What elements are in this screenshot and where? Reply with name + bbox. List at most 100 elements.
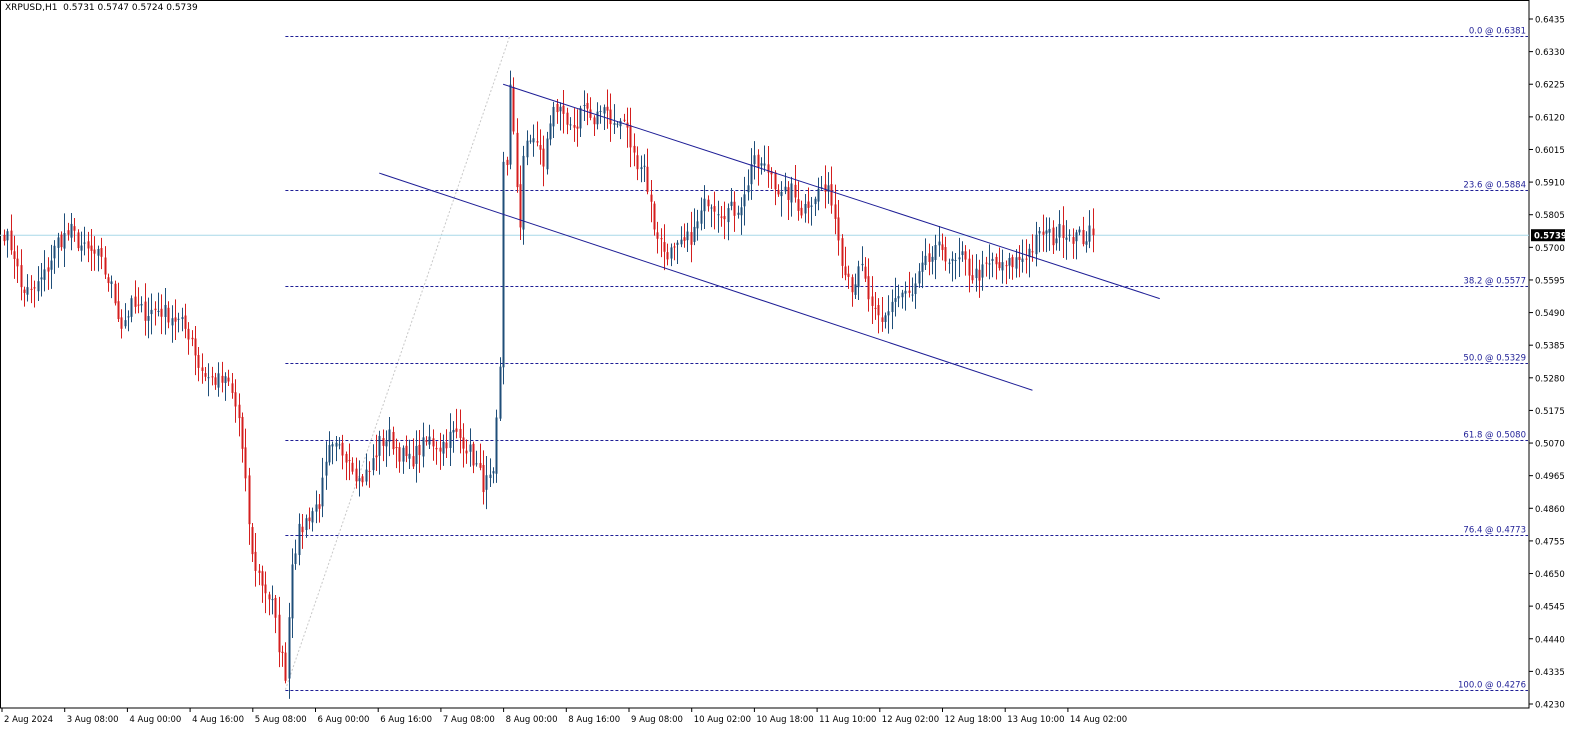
candle: [164, 287, 167, 335]
candle-body: [737, 212, 740, 215]
price-tick-label: 0.5805: [1535, 211, 1565, 221]
candle: [539, 129, 542, 165]
candle: [609, 93, 612, 142]
candle: [482, 450, 485, 505]
candle-body: [988, 263, 991, 265]
candle-body: [770, 171, 773, 175]
time-tick-label: 5 Aug 08:00: [255, 715, 307, 725]
candle: [663, 224, 666, 271]
candle: [187, 322, 190, 355]
candle-body: [1008, 257, 1011, 266]
candle: [271, 585, 274, 615]
candle: [723, 201, 726, 240]
candle: [696, 209, 699, 241]
candle-body: [100, 248, 103, 257]
candle: [546, 131, 549, 175]
candle: [841, 234, 844, 279]
price-tick-label: 0.5700: [1535, 244, 1565, 254]
candle: [991, 252, 994, 278]
candle: [43, 250, 46, 292]
candle-body: [1048, 228, 1051, 233]
channel-lower-line: [379, 172, 1033, 391]
candle: [670, 243, 673, 267]
candle: [70, 212, 73, 251]
candle-body: [331, 444, 334, 447]
candle: [432, 429, 435, 461]
candle: [207, 363, 210, 397]
candle: [385, 430, 388, 467]
candle: [53, 240, 56, 274]
candle: [760, 157, 763, 175]
time-axis[interactable]: 2 Aug 2024 3 Aug 08:00 4 Aug 00:00 4 Aug 16…: [1, 708, 1127, 725]
candle: [767, 145, 770, 188]
candle: [395, 438, 398, 469]
price-badge-box: [1531, 229, 1565, 242]
candle: [492, 467, 495, 484]
candle-body: [619, 120, 622, 127]
candle-body: [482, 465, 485, 493]
candle: [690, 211, 693, 263]
candle-body: [573, 125, 576, 128]
candle-body: [402, 447, 405, 462]
candle: [308, 507, 311, 530]
candle-body: [526, 140, 529, 158]
candle: [80, 231, 83, 262]
candle: [854, 273, 857, 299]
candle: [26, 274, 29, 302]
candle: [526, 130, 529, 166]
candle: [780, 181, 783, 217]
price-badge-text: 0.5739: [1534, 232, 1567, 242]
candle-body: [841, 238, 844, 266]
candle-body: [690, 232, 693, 245]
candle-body: [174, 317, 177, 322]
candle: [318, 493, 321, 523]
candle: [629, 107, 632, 168]
candle-body: [871, 296, 874, 306]
candle-body: [254, 551, 257, 571]
candle: [489, 458, 492, 487]
candle-body: [720, 216, 723, 218]
candle-body: [47, 267, 50, 272]
candle-body: [439, 447, 442, 452]
candle-body: [251, 527, 254, 555]
candle-body: [881, 317, 884, 322]
time-tick-label: 11 Aug 10:00: [819, 715, 876, 725]
candle: [402, 445, 405, 474]
candle: [331, 441, 334, 465]
candle-body: [107, 277, 110, 284]
candle: [619, 118, 622, 140]
candle: [1082, 216, 1085, 247]
candle-body: [1018, 256, 1021, 260]
candle-body: [1062, 225, 1065, 238]
candle-body: [707, 199, 710, 207]
candle-body: [469, 444, 472, 452]
candle: [891, 289, 894, 330]
candle: [130, 295, 133, 323]
candle-body: [603, 107, 606, 114]
candle: [181, 307, 184, 332]
candle-body: [97, 248, 100, 256]
candle: [753, 141, 756, 180]
ohlc-values: 0.5731 0.5747 0.5724 0.5739: [63, 3, 198, 13]
candle-body: [53, 245, 56, 259]
candle-body: [519, 184, 522, 228]
candle: [894, 277, 897, 317]
candle: [10, 214, 13, 255]
candle-body: [191, 337, 194, 340]
price-axis[interactable]: 0.6435 0.6330 0.6225 0.6120 0.6015 0.5910 0.58…: [1529, 16, 1565, 711]
candle-body: [1025, 258, 1028, 260]
trend-channel[interactable]: [379, 83, 1160, 391]
candle: [720, 205, 723, 227]
candle-body: [757, 154, 760, 167]
candle-body: [194, 338, 197, 356]
fibonacci-retracement[interactable]: 0.0 @ 0.6381 23.6 @ 0.5884 38.2 @ 0.5577 50…: [284, 27, 1528, 691]
candle-body: [750, 164, 753, 185]
candle: [117, 282, 120, 323]
candle: [626, 107, 629, 148]
candle-body: [1092, 228, 1095, 236]
candle: [479, 443, 482, 471]
candle-body: [40, 277, 43, 280]
candle-body: [676, 242, 679, 245]
